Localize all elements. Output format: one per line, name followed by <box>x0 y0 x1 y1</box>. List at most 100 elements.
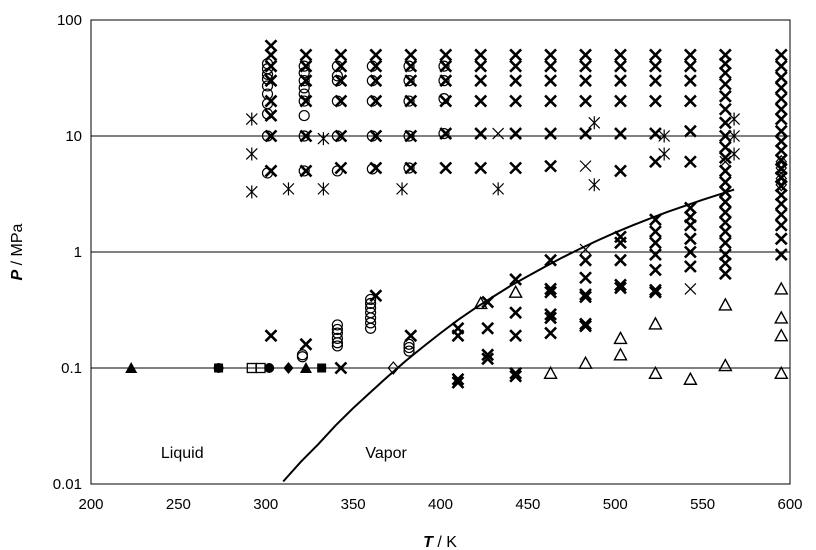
cross-bold-marker <box>579 288 592 301</box>
cross-bold-marker <box>299 94 313 108</box>
cross-bold-marker <box>718 140 732 154</box>
x-axis-label: T / K <box>423 534 457 550</box>
y-axis-ticks: 0.01 0.1 1 10 100 <box>53 12 82 493</box>
cross-bold-marker <box>683 94 697 108</box>
circle-marker <box>366 130 378 142</box>
cross-bold-marker <box>614 164 627 178</box>
circle-marker <box>261 167 274 179</box>
cross-bold-marker <box>544 74 558 88</box>
cross-bold-marker <box>774 48 788 62</box>
cross-bold-marker <box>579 48 592 62</box>
cross-bold-marker <box>683 124 697 138</box>
cross-bold-marker <box>264 129 278 143</box>
cross-bold-marker <box>718 129 732 143</box>
circle-marker <box>366 75 378 87</box>
cross-bold-marker <box>544 159 558 173</box>
cross-bold-marker <box>774 218 788 232</box>
diamond-marker <box>775 166 788 180</box>
circle-marker <box>331 327 343 339</box>
y-tick-label: 100 <box>57 12 82 29</box>
cross-bold-marker <box>649 213 662 227</box>
cross-bold-marker <box>774 208 788 222</box>
y-tick-label: 10 <box>65 128 82 145</box>
circle-marker <box>365 293 377 306</box>
cross-bold-marker <box>509 48 523 62</box>
x-tick-label: 250 <box>166 496 191 513</box>
data-markers <box>125 39 789 389</box>
y-tick-label: 1 <box>74 244 82 261</box>
cross-bold-marker <box>774 232 788 246</box>
x-tick-label: 600 <box>777 496 802 513</box>
cross-bold-marker <box>579 127 592 140</box>
cross-bold-marker <box>369 74 383 88</box>
cross-bold-marker <box>718 57 732 71</box>
cross-bold-marker <box>264 164 278 178</box>
circle-marker <box>403 341 415 354</box>
cross-bold-marker <box>544 59 558 73</box>
gridlines <box>91 135 790 369</box>
cross-bold-marker <box>509 127 523 140</box>
cross-bold-marker <box>369 129 383 143</box>
x-tick-label: 300 <box>253 496 278 513</box>
circle-marker <box>331 340 343 352</box>
x-tick-label: 350 <box>341 496 366 513</box>
circle-marker <box>261 108 274 120</box>
cross-bold-marker <box>264 329 278 343</box>
circle-marker <box>331 323 343 336</box>
cross-bold-marker <box>544 307 558 321</box>
cross-bold-marker <box>544 282 558 296</box>
circle-marker <box>403 60 415 72</box>
triangle-marker <box>613 347 628 361</box>
asterisk-marker <box>245 185 258 199</box>
circle-marker <box>438 75 450 87</box>
cross-bold-marker <box>614 278 627 292</box>
triangle-marker <box>774 281 789 295</box>
cross-bold-marker <box>509 329 523 343</box>
cross-bold-marker <box>509 74 523 88</box>
cross-bold-marker <box>683 260 697 273</box>
cross-bold-marker <box>649 59 662 73</box>
region-annotation: Vapor <box>365 445 407 462</box>
circle-marker <box>298 109 310 122</box>
cross-bold-marker <box>544 326 558 340</box>
cross-bold-marker <box>509 161 523 175</box>
cross-bold-marker <box>718 225 732 238</box>
circle-marker <box>298 130 310 142</box>
circle-marker <box>261 130 274 142</box>
x-tick-label: 450 <box>515 496 540 513</box>
cross-bold-marker <box>474 48 488 62</box>
circle-marker <box>403 130 415 142</box>
diamond-marker <box>775 161 788 175</box>
circle-marker <box>298 67 310 79</box>
cross-bold-marker <box>683 218 697 232</box>
cross-bold-marker <box>774 112 788 126</box>
cross-bold-marker <box>614 236 627 250</box>
cross-bold-marker <box>649 155 662 169</box>
cross-bold-marker <box>649 283 662 297</box>
triangle-marker <box>543 365 558 380</box>
x-axis-ticks: 200 250 300 350 400 450 500 550 600 <box>78 496 802 513</box>
cross-bold-marker <box>451 329 465 343</box>
circle-marker <box>298 82 310 94</box>
cross-bold-marker <box>369 289 383 303</box>
cross-bold-marker <box>439 94 453 108</box>
cross-bold-marker <box>544 94 558 108</box>
cross-bold-marker <box>718 102 732 116</box>
cross-bold-marker <box>649 94 662 108</box>
cross-bold-marker <box>774 92 788 106</box>
cross-bold-marker <box>649 263 662 277</box>
triangle-marker <box>683 371 698 385</box>
cross-bold-marker <box>774 144 788 157</box>
cross-bold-marker <box>299 59 313 73</box>
cross-bold-marker <box>439 127 453 140</box>
cross-bold-marker <box>718 185 732 199</box>
cross-bold-marker <box>404 74 418 88</box>
cross-bold-marker <box>544 311 558 325</box>
cross-bold-marker <box>439 59 453 73</box>
cross-bold-marker <box>774 81 788 95</box>
circle-marker <box>366 163 378 175</box>
triangle-marker <box>774 365 789 380</box>
square-marker <box>255 362 266 374</box>
circle-marker <box>331 332 343 344</box>
